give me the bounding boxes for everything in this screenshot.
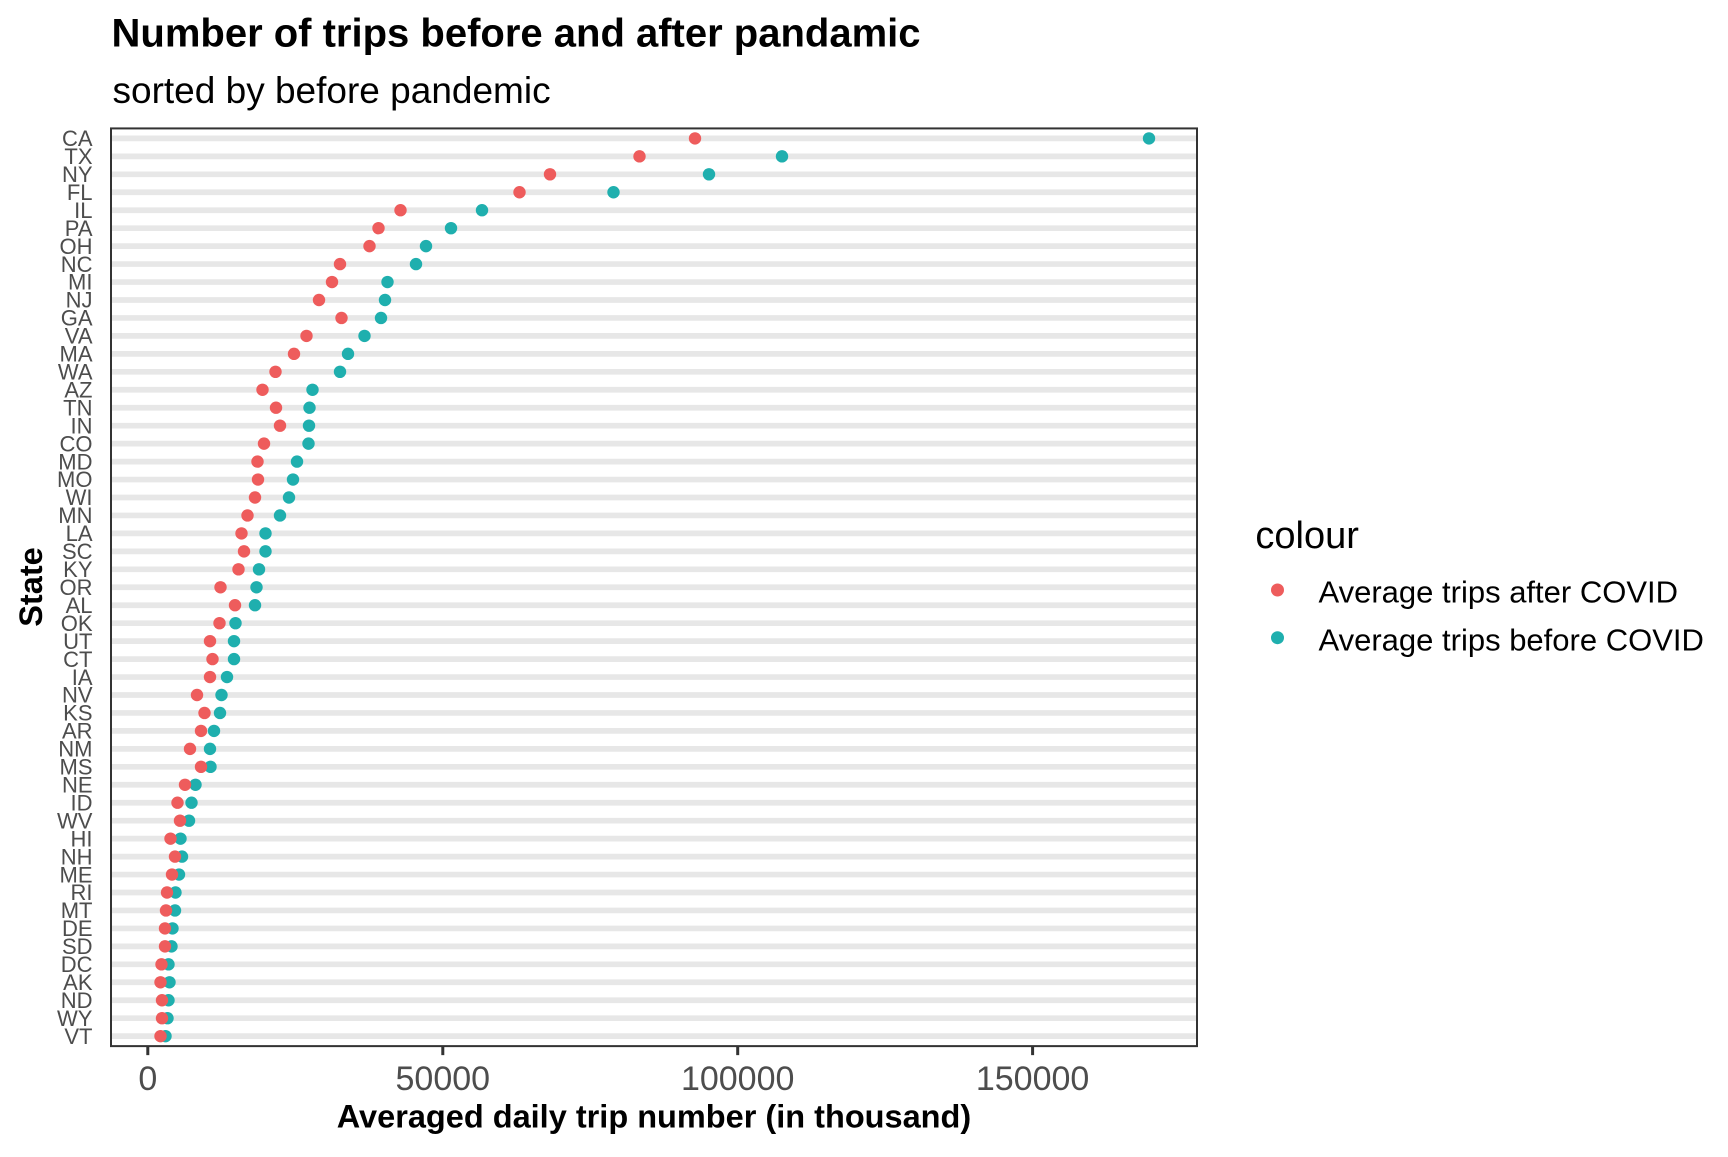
svg-text:IN: IN — [71, 413, 93, 438]
svg-text:MI: MI — [68, 270, 92, 295]
svg-text:ND: ND — [61, 988, 93, 1013]
svg-text:CO: CO — [60, 431, 93, 456]
svg-text:WY: WY — [57, 1006, 93, 1031]
svg-text:OH: OH — [60, 234, 93, 259]
svg-text:ME: ME — [60, 862, 93, 887]
svg-text:TN: TN — [63, 395, 92, 420]
svg-text:KY: KY — [63, 557, 93, 582]
svg-text:AL: AL — [66, 593, 93, 618]
svg-text:MT: MT — [61, 898, 93, 923]
svg-text:Averaged daily trip number (in: Averaged daily trip number (in thousand) — [337, 1098, 971, 1134]
svg-text:NE: NE — [62, 772, 93, 797]
svg-text:WV: WV — [57, 808, 93, 833]
svg-text:NH: NH — [61, 844, 93, 869]
svg-text:IA: IA — [72, 665, 93, 690]
svg-text:Number of trips before and aft: Number of trips before and after pandami… — [112, 12, 921, 56]
svg-text:SD: SD — [62, 934, 93, 959]
svg-text:sorted by before pandemic: sorted by before pandemic — [113, 70, 551, 111]
svg-text:Average trips before COVID: Average trips before COVID — [1319, 622, 1704, 657]
svg-text:GA: GA — [61, 306, 93, 331]
svg-text:DC: DC — [61, 952, 93, 977]
svg-text:CA: CA — [62, 126, 93, 151]
svg-text:MO: MO — [57, 467, 92, 492]
svg-text:LA: LA — [66, 521, 93, 546]
svg-text:50000: 50000 — [396, 1060, 491, 1098]
svg-text:WI: WI — [66, 485, 93, 510]
svg-text:0: 0 — [138, 1060, 157, 1098]
svg-text:colour: colour — [1255, 515, 1359, 557]
svg-text:MD: MD — [58, 449, 92, 474]
svg-text:150000: 150000 — [976, 1060, 1089, 1098]
svg-text:NM: NM — [58, 737, 92, 762]
svg-text:NJ: NJ — [66, 288, 93, 313]
svg-text:WA: WA — [58, 360, 93, 385]
svg-text:NC: NC — [61, 252, 93, 277]
svg-text:NY: NY — [62, 162, 93, 187]
svg-text:OK: OK — [61, 611, 93, 636]
svg-text:OR: OR — [60, 575, 93, 600]
svg-text:KS: KS — [63, 701, 92, 726]
svg-text:UT: UT — [63, 629, 92, 654]
svg-text:VT: VT — [64, 1024, 92, 1049]
svg-text:CT: CT — [63, 647, 92, 672]
svg-text:HI: HI — [71, 826, 93, 851]
svg-text:VA: VA — [65, 324, 93, 349]
svg-text:Average trips after COVID: Average trips after COVID — [1319, 575, 1679, 610]
svg-text:SC: SC — [62, 539, 93, 564]
svg-text:100000: 100000 — [681, 1060, 794, 1098]
svg-text:PA: PA — [65, 216, 93, 241]
svg-text:MA: MA — [60, 342, 93, 367]
svg-text:MN: MN — [58, 503, 92, 528]
svg-text:ID: ID — [71, 790, 93, 815]
svg-text:RI: RI — [71, 880, 93, 905]
svg-text:MS: MS — [60, 755, 93, 780]
svg-text:State: State — [13, 547, 49, 626]
svg-text:NV: NV — [62, 683, 93, 708]
svg-text:AR: AR — [62, 719, 93, 744]
svg-text:AZ: AZ — [64, 377, 92, 402]
svg-text:IL: IL — [74, 198, 92, 223]
svg-text:AK: AK — [63, 970, 93, 995]
svg-text:FL: FL — [67, 180, 93, 205]
svg-text:TX: TX — [64, 144, 92, 169]
svg-text:DE: DE — [62, 916, 93, 941]
